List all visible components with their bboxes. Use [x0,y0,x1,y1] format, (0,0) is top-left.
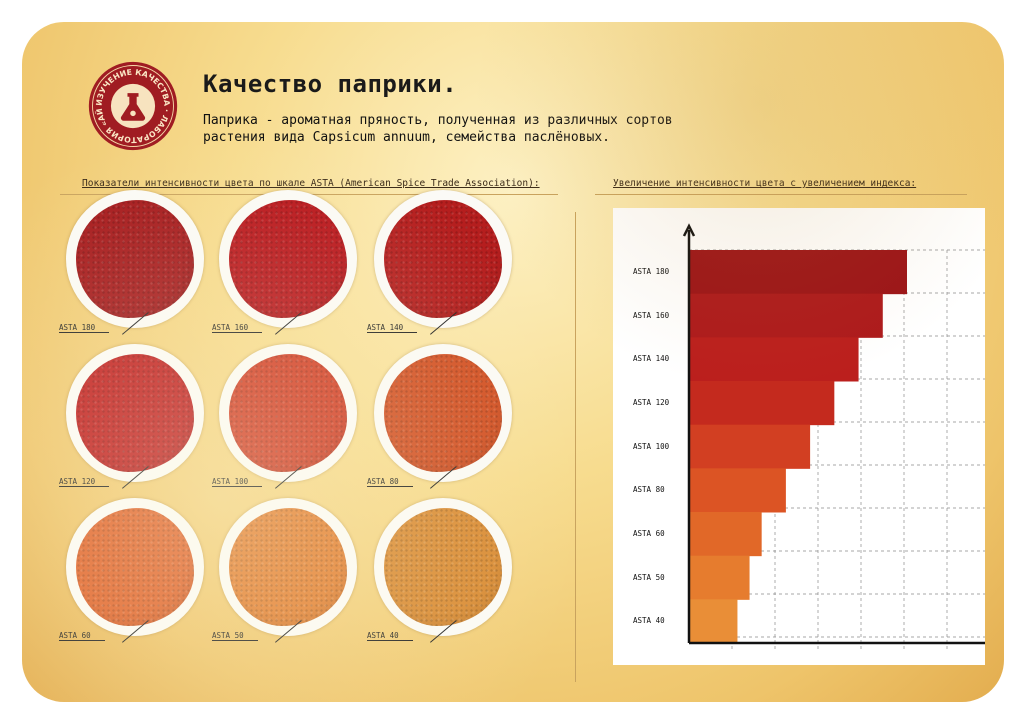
asta-bar [689,468,786,513]
sample-plate [374,498,512,636]
asta-bar [689,381,835,426]
left-section-label: Показатели интенсивности цвета по шкале … [82,178,540,189]
asta-bar [689,293,883,338]
asta-bar [689,337,859,382]
sample-plate [219,498,357,636]
page-title: Качество паприки. [203,70,458,98]
paprika-pile [229,508,347,626]
paprika-pile [384,508,502,626]
paprika-pile [384,200,502,318]
right-section-divider [595,194,967,195]
sample-plate [219,344,357,482]
right-section-label: Увеличение интенсивности цвета с увеличе… [613,178,917,189]
y-tick-label: ASTA 60 [633,528,665,538]
paprika-pile [384,354,502,472]
sample-label: ASTA 180 [59,323,110,333]
y-tick-label: ASTA 40 [633,616,665,626]
paprika-pile [76,354,194,472]
column-divider [575,212,576,682]
paprika-pile [229,354,347,472]
asta-bar [689,599,738,644]
paprika-pile [76,508,194,626]
sample-plate [374,190,512,328]
asta-bar [689,424,811,469]
asta-chart: ASTA 180 ASTA 160 ASTA 140 ASTA 120 ASTA 100… [613,208,985,665]
sample-label: ASTA 60 [59,631,105,641]
y-tick-label: ASTA 140 [633,354,670,364]
y-tick-label: ASTA 100 [633,441,670,451]
sample-label: ASTA 160 [212,323,263,333]
y-tick-label: ASTA 50 [633,572,665,582]
sample-label: ASTA 140 [367,323,418,333]
asta-bar [689,512,762,557]
sample-plate [66,344,204,482]
sample-plate [66,190,204,328]
sample-plate [219,190,357,328]
page-subtitle: Паприка - ароматная пряность, полученная… [203,113,673,145]
y-tick-label: ASTA 160 [633,310,670,320]
asta-bar [689,555,750,600]
asta-bar [689,250,907,295]
paprika-pile [76,200,194,318]
laboratory-seal-icon: ИЗУЧЕНИЕ КАЧЕСТВА · ЛАБОРАТОРИЯ «АЙДИГО»… [87,60,178,151]
sample-label: ASTA 80 [367,477,413,487]
sample-label: ASTA 120 [59,477,110,487]
sample-plate [66,498,204,636]
y-tick-label: ASTA 120 [633,397,670,407]
paprika-pile [229,200,347,318]
sample-label: ASTA 100 [212,477,263,487]
sample-plate [374,344,512,482]
card: ИЗУЧЕНИЕ КАЧЕСТВА · ЛАБОРАТОРИЯ «АЙДИГО»… [22,22,1004,702]
y-axis-arrow-icon [682,223,696,237]
y-tick-label: ASTA 80 [633,485,665,495]
asta-chart-svg [682,223,985,649]
sample-label: ASTA 40 [367,631,413,641]
y-tick-label: ASTA 180 [633,266,670,276]
sample-label: ASTA 50 [212,631,258,641]
